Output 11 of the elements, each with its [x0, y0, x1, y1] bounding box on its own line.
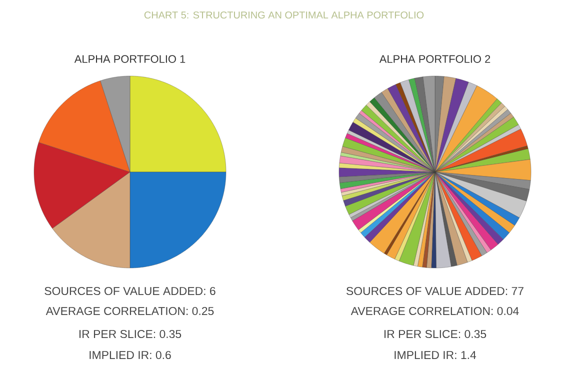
- text: IR PER SLICE: 0.35: [384, 330, 486, 338]
- chart-subtitle: ALPHA PORTFOLIO 2: [379, 55, 490, 63]
- source-note: SOURCES OF VALUE ADDED: 77: [346, 286, 524, 296]
- text: AVERAGE CORRELATION: 0.04: [350, 306, 519, 316]
- source-note: SOURCES OF VALUE ADDED: 6: [44, 286, 216, 296]
- chart-subtitle: ALPHA PORTFOLIO 1: [74, 55, 186, 63]
- text: AVERAGE CORRELATION: 0.25: [46, 306, 214, 316]
- text: IMPLIED IR: 0.6: [90, 350, 171, 360]
- text: IMPLIED IR: 1.4: [394, 351, 476, 359]
- text: IR PER SLICE: 0.35: [79, 330, 182, 338]
- text: CHART 5: STRUCTURING AN OPTIMAL ALPHA PORTFOLIO: [144, 11, 424, 19]
